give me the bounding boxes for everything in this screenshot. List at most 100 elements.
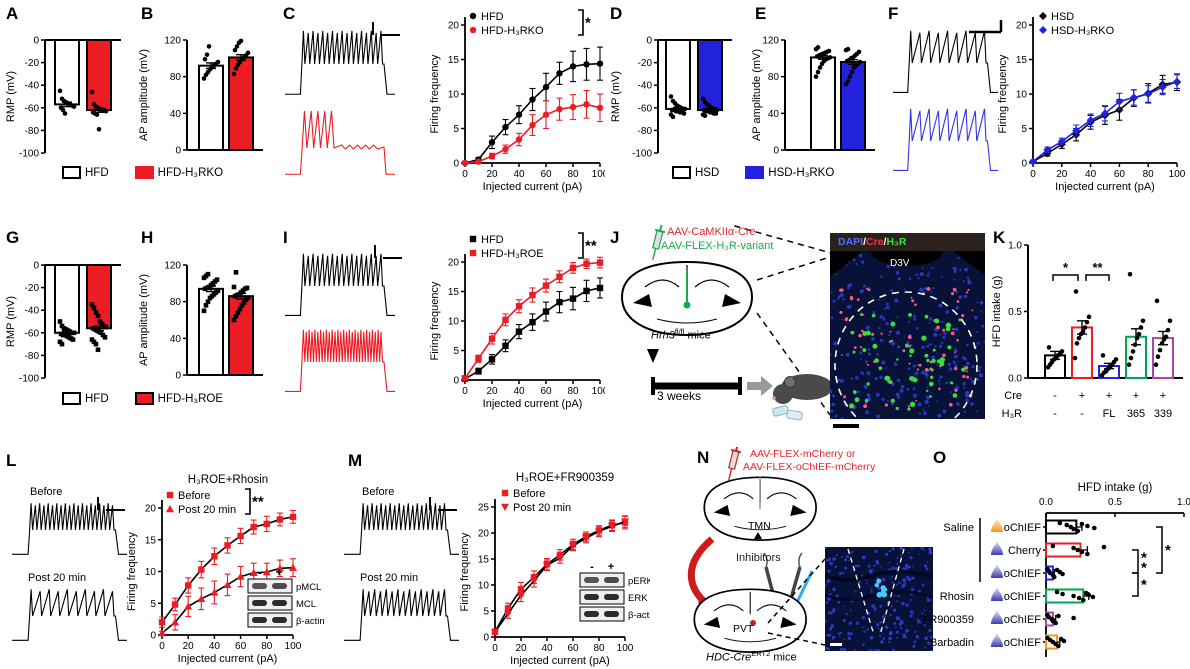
svg-text:-60: -60: [25, 103, 40, 114]
svg-text:H₃ROE+FR900359: H₃ROE+FR900359: [516, 472, 614, 484]
legend-label: HFD: [85, 166, 109, 179]
svg-text:10: 10: [145, 567, 157, 578]
svg-text:-40: -40: [25, 306, 40, 317]
svg-text:Post 20 min: Post 20 min: [28, 572, 86, 584]
svg-text:80: 80: [261, 641, 273, 652]
j-duration-label: 3 weeks: [657, 389, 702, 403]
svg-text:0: 0: [646, 36, 652, 47]
svg-text:20: 20: [183, 641, 195, 652]
svg-text:0: 0: [33, 36, 39, 47]
svg-text:80: 80: [768, 72, 780, 83]
svg-text:20: 20: [486, 169, 498, 180]
svg-text:5: 5: [1021, 124, 1027, 135]
svg-text:HFD: HFD: [481, 11, 504, 23]
svg-text:HFD-H₃RKO: HFD-H₃RKO: [481, 25, 544, 37]
svg-text:0: 0: [773, 146, 779, 157]
svg-text:Post 20 min: Post 20 min: [513, 502, 571, 514]
j-header-h3r: H₃R: [886, 236, 907, 248]
svg-text:Cherry: Cherry: [1008, 545, 1042, 557]
svg-text:HFD-H₃ROE: HFD-H₃ROE: [481, 248, 544, 260]
panel-l-svg: Before Post 20 min 0 5 10 15 20 0 20 40 60 80 100 Inj…: [12, 474, 325, 665]
svg-text:+: +: [1079, 390, 1085, 402]
panel-f-firing-chart: 0 5 10 15 20 0 20 40 60 80 100 Injected current (pA…: [885, 0, 1190, 225]
svg-text:40: 40: [768, 109, 780, 120]
svg-text:β-actin: β-actin: [296, 616, 325, 627]
svg-text:10: 10: [1016, 90, 1028, 101]
legend-item: HFD: [62, 166, 109, 179]
panel-h-ap-chart: 0 40 80 120 AP amplitude (mV): [135, 225, 280, 447]
svg-text:*: *: [1141, 550, 1147, 567]
svg-text:-40: -40: [25, 81, 40, 92]
n-pvt-label: PVT: [733, 623, 754, 635]
svg-text:Cre: Cre: [1004, 390, 1022, 402]
panel-f-svg: 0 5 10 15 20 0 20 40 60 80 100 Injected current (pA…: [893, 11, 1186, 193]
svg-text:Firing frequency: Firing frequency: [429, 54, 441, 133]
n-mouse-line-label: HDC-CreERT2 mice: [706, 649, 797, 664]
panel-d-svg: 0 -20 -40 -60 -80 -100 RMP (mV): [610, 36, 732, 160]
panel-k-svg: 0.0 0.5 1.0 HFD intake (g) Cre - + + + + H₃R - - FL 36…: [991, 241, 1183, 420]
j-header-cre: Cre: [866, 236, 884, 248]
panel-i-firing-chart: 0 5 10 15 20 0 20 40 60 80 100 Injected current (pA…: [275, 225, 605, 447]
svg-text:40: 40: [541, 643, 553, 654]
panel-n-svg: [687, 447, 933, 653]
panel-k-intake-chart: 0.0 0.5 1.0 HFD intake (g) Cre - + + + + H₃R - - FL 36…: [990, 225, 1190, 447]
svg-text:365: 365: [1127, 408, 1145, 420]
panel-c-svg: 0 5 10 15 20 0 20 40 60 80 100 Injected current (pA…: [285, 9, 605, 193]
svg-text:60: 60: [540, 169, 552, 180]
svg-text:HFD intake (g): HFD intake (g): [1078, 482, 1153, 494]
legend-item: HFD-H₃ROE: [134, 392, 224, 405]
legend-label: HFD-H₃ROE: [157, 392, 224, 405]
svg-text:20: 20: [448, 21, 460, 32]
panel-letter-j: J: [610, 228, 620, 247]
svg-text:-: -: [258, 567, 262, 579]
svg-text:40: 40: [170, 334, 182, 345]
j-header-dapi: DAPI: [838, 236, 864, 248]
svg-text:-60: -60: [25, 328, 40, 339]
svg-text:15: 15: [448, 55, 460, 66]
svg-text:*: *: [1165, 542, 1171, 559]
svg-text:Injected current (pA): Injected current (pA): [510, 655, 610, 667]
svg-text:pERK: pERK: [628, 576, 650, 587]
svg-text:Rhosin: Rhosin: [940, 591, 974, 603]
legend-swatch: [62, 392, 81, 405]
svg-text:Before: Before: [513, 488, 545, 500]
legend-item: HSD: [672, 166, 719, 179]
svg-text:-: -: [1080, 408, 1084, 420]
panel-o-intake-chart: HFD intake (g) 0.0 0.5 1.0 Saline oChIEF Cherr…: [900, 447, 1190, 669]
svg-text:1.0: 1.0: [1008, 241, 1022, 252]
panel-e-ap-chart: 0 40 80 120 AP amplitude (mV): [750, 0, 890, 225]
n-virus1-label: AAV-FLEX-mCherry or: [750, 448, 856, 460]
svg-text:Injected current (pA): Injected current (pA): [483, 181, 583, 193]
svg-text:-: -: [1053, 390, 1057, 402]
panel-d-rmp-chart: 0 -20 -40 -60 -80 -100 RMP (mV): [605, 0, 750, 225]
svg-text:pMCL: pMCL: [296, 582, 321, 593]
svg-text:120: 120: [164, 261, 181, 272]
svg-text:-80: -80: [25, 351, 40, 362]
panel-m-firing-chart: Before Post 20 min 0 5 10 15 20 25 0 20 40 60 80 100 I…: [330, 447, 650, 669]
svg-text:0.0: 0.0: [1039, 497, 1053, 508]
panel-letter-a: A: [6, 4, 19, 23]
legend-label: HSD: [695, 166, 720, 179]
svg-text:40: 40: [1085, 169, 1097, 180]
svg-text:-80: -80: [638, 126, 653, 137]
svg-text:*: *: [1063, 260, 1069, 275]
svg-text:+: +: [1133, 390, 1139, 402]
panel-a-svg: 0 -20 -40 -60 -80 -100 RMP (mV): [5, 36, 121, 160]
svg-text:100: 100: [285, 641, 302, 652]
j-image-header: DAPI/Cre/H₃R: [838, 236, 907, 248]
legend-swatch: [62, 166, 81, 179]
svg-text:-40: -40: [638, 81, 653, 92]
svg-text:20: 20: [486, 386, 498, 397]
svg-text:60: 60: [1114, 169, 1126, 180]
legend-swatch: [134, 392, 154, 405]
svg-text:20: 20: [1016, 21, 1028, 32]
svg-text:15: 15: [1016, 55, 1028, 66]
legend-hsd-h3rko: HSD HSD-H₃RKO: [672, 166, 834, 179]
svg-text:**: **: [1092, 260, 1103, 275]
svg-text:+: +: [1160, 390, 1166, 402]
svg-text:Barbadin: Barbadin: [930, 637, 974, 649]
svg-text:40: 40: [513, 169, 525, 180]
svg-text:120: 120: [762, 36, 779, 47]
svg-text:AP amplitude (mV): AP amplitude (mV): [751, 49, 763, 141]
panel-i-svg: 0 5 10 15 20 0 20 40 60 80 100 Injected current (pA…: [285, 232, 605, 410]
